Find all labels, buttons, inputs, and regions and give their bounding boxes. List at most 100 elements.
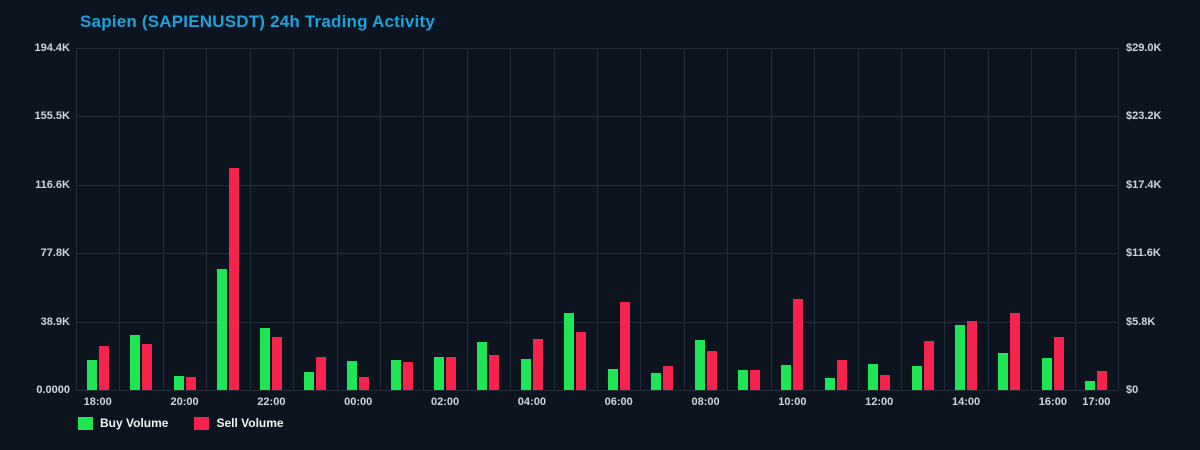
v-gridline bbox=[771, 48, 772, 390]
legend-item-buy[interactable]: Buy Volume bbox=[78, 416, 168, 430]
buy-bar[interactable] bbox=[651, 373, 661, 390]
buy-bar[interactable] bbox=[87, 360, 97, 390]
buy-bar[interactable] bbox=[564, 313, 574, 390]
x-axis-label: 17:00 bbox=[1082, 396, 1111, 408]
buy-bar[interactable] bbox=[955, 325, 965, 390]
x-axis-label: 16:00 bbox=[1038, 396, 1067, 408]
y-axis-left-label: 38.9K bbox=[40, 315, 70, 328]
buy-bar[interactable] bbox=[391, 360, 401, 390]
v-gridline bbox=[858, 48, 859, 390]
buy-bar[interactable] bbox=[868, 364, 878, 390]
v-gridline bbox=[640, 48, 641, 390]
v-gridline bbox=[944, 48, 945, 390]
v-gridline bbox=[76, 48, 77, 390]
sell-bar[interactable] bbox=[1097, 371, 1107, 390]
buy-bar[interactable] bbox=[260, 328, 270, 390]
sell-bar[interactable] bbox=[316, 357, 326, 390]
sell-bar[interactable] bbox=[924, 341, 934, 390]
sell-bar[interactable] bbox=[359, 377, 369, 390]
plot-area bbox=[76, 48, 1119, 391]
y-axis-right-label: $0 bbox=[1126, 384, 1139, 396]
sell-bar[interactable] bbox=[186, 377, 196, 390]
sell-bar[interactable] bbox=[1054, 337, 1064, 390]
sell-bar[interactable] bbox=[880, 375, 890, 390]
legend-item-sell[interactable]: Sell Volume bbox=[194, 416, 284, 430]
sell-bar[interactable] bbox=[99, 346, 109, 390]
v-gridline bbox=[727, 48, 728, 390]
buy-bar[interactable] bbox=[998, 353, 1008, 390]
x-axis-label: 18:00 bbox=[83, 396, 112, 408]
v-gridline bbox=[1118, 48, 1119, 390]
buy-bar[interactable] bbox=[1042, 358, 1052, 390]
v-gridline bbox=[510, 48, 511, 390]
y-axis-right-label: $5.8K bbox=[1126, 315, 1156, 328]
buy-volume-label: Buy Volume bbox=[100, 416, 169, 430]
y-axis-left-label: 155.5K bbox=[34, 110, 70, 123]
sell-bar[interactable] bbox=[793, 299, 803, 390]
v-gridline bbox=[597, 48, 598, 390]
sell-bar[interactable] bbox=[533, 339, 543, 390]
y-axis-left-label: 116.6K bbox=[35, 178, 70, 191]
sell-bar[interactable] bbox=[576, 332, 586, 390]
v-gridline bbox=[554, 48, 555, 390]
h-gridline bbox=[76, 390, 1118, 391]
x-axis-label: 12:00 bbox=[865, 396, 894, 408]
buy-bar[interactable] bbox=[781, 365, 791, 390]
buy-bar[interactable] bbox=[608, 369, 618, 390]
sell-bar[interactable] bbox=[967, 321, 977, 390]
x-axis-label: 02:00 bbox=[430, 396, 460, 408]
buy-bar[interactable] bbox=[174, 376, 184, 390]
y-axis-right-label: $11.6K bbox=[1126, 247, 1161, 260]
v-gridline bbox=[119, 48, 120, 390]
v-gridline bbox=[293, 48, 294, 390]
sell-bar[interactable] bbox=[403, 362, 413, 390]
buy-bar[interactable] bbox=[1085, 381, 1095, 390]
v-gridline bbox=[467, 48, 468, 390]
chart-title: Sapien (SAPIENUSDT) 24h Trading Activity bbox=[80, 12, 435, 31]
buy-bar[interactable] bbox=[434, 357, 444, 390]
sell-bar[interactable] bbox=[1010, 313, 1020, 390]
sell-bar[interactable] bbox=[707, 351, 717, 390]
buy-bar[interactable] bbox=[912, 366, 922, 390]
sell-bar[interactable] bbox=[620, 302, 630, 390]
y-axis-right-label: $17.4K bbox=[1126, 178, 1162, 191]
buy-bar[interactable] bbox=[738, 370, 748, 390]
buy-bar[interactable] bbox=[130, 335, 140, 390]
sell-bar[interactable] bbox=[837, 360, 847, 390]
legend: Buy Volume Sell Volume bbox=[78, 416, 284, 430]
v-gridline bbox=[684, 48, 685, 390]
buy-volume-swatch-icon bbox=[78, 416, 93, 430]
sell-bar[interactable] bbox=[229, 168, 239, 390]
sell-volume-swatch-icon bbox=[194, 416, 210, 430]
x-axis-label: 10:00 bbox=[778, 396, 807, 408]
sell-bar[interactable] bbox=[446, 357, 456, 390]
buy-bar[interactable] bbox=[347, 361, 357, 390]
v-gridline bbox=[1031, 48, 1032, 390]
x-axis-label: 14:00 bbox=[951, 396, 981, 408]
x-axis-label: 08:00 bbox=[691, 396, 720, 408]
sell-bar[interactable] bbox=[663, 366, 673, 390]
sell-bar[interactable] bbox=[142, 344, 152, 390]
v-gridline bbox=[814, 48, 815, 390]
sell-volume-label: Sell Volume bbox=[216, 416, 284, 430]
y-axis-right-label: $29.0K bbox=[1126, 42, 1162, 54]
buy-bar[interactable] bbox=[477, 342, 487, 390]
v-gridline bbox=[423, 48, 424, 390]
y-axis-left-label: 77.8K bbox=[40, 247, 70, 260]
x-axis-label: 00:00 bbox=[344, 396, 373, 408]
v-gridline bbox=[163, 48, 164, 390]
y-axis-left-label: 0.0000 bbox=[36, 384, 70, 396]
v-gridline bbox=[901, 48, 902, 390]
v-gridline bbox=[337, 48, 338, 390]
sell-bar[interactable] bbox=[272, 337, 282, 390]
buy-bar[interactable] bbox=[304, 372, 314, 390]
x-axis-label: 06:00 bbox=[604, 396, 633, 408]
sell-bar[interactable] bbox=[750, 370, 760, 390]
v-gridline bbox=[1075, 48, 1076, 390]
buy-bar[interactable] bbox=[825, 378, 835, 390]
buy-bar[interactable] bbox=[521, 359, 531, 390]
buy-bar[interactable] bbox=[695, 340, 705, 390]
x-axis-label: 20:00 bbox=[170, 396, 199, 408]
buy-bar[interactable] bbox=[217, 269, 227, 390]
sell-bar[interactable] bbox=[489, 355, 499, 390]
